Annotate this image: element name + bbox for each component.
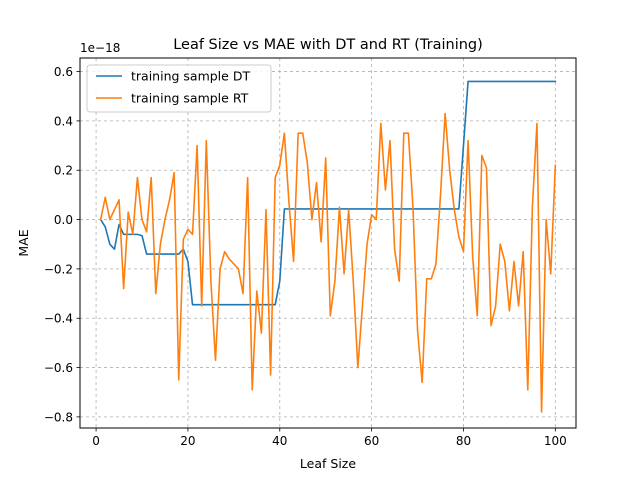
x-tick-label: 60 [364, 434, 379, 448]
y-axis-label: MAE [16, 229, 31, 256]
y-tick-label: 0.0 [54, 213, 73, 227]
x-tick-label: 100 [544, 434, 567, 448]
legend: training sample DT training sample RT [86, 64, 272, 113]
x-axis-label: Leaf Size [300, 456, 356, 471]
y-tick-label: 0.2 [54, 164, 73, 178]
y-axis-offset-label: 1e−18 [80, 41, 120, 55]
legend-box [86, 64, 272, 113]
axis-ticks: 0 20 40 60 80 100 −0.8 −0.6 −0.4 −0.2 0.0 0.2 0.4 0.6 [44, 65, 567, 448]
legend-label-dt: training sample DT [131, 69, 250, 84]
y-tick-label: −0.2 [44, 262, 73, 276]
y-tick-label: 0.4 [54, 114, 73, 128]
x-tick-label: 20 [180, 434, 195, 448]
y-tick-label: 0.6 [54, 65, 73, 79]
x-tick-label: 40 [272, 434, 287, 448]
series-lines [99, 80, 557, 413]
series-line-rt [99, 112, 557, 413]
legend-label-rt: training sample RT [131, 91, 249, 106]
axes-frame [79, 57, 577, 429]
y-tick-label: −0.4 [44, 312, 73, 326]
x-tick-label: 80 [456, 434, 471, 448]
chart-title: Leaf Size vs MAE with DT and RT (Trainin… [173, 37, 483, 53]
y-tick-label: −0.8 [44, 410, 73, 424]
y-tick-label: −0.6 [44, 361, 73, 375]
x-tick-label: 0 [92, 434, 100, 448]
